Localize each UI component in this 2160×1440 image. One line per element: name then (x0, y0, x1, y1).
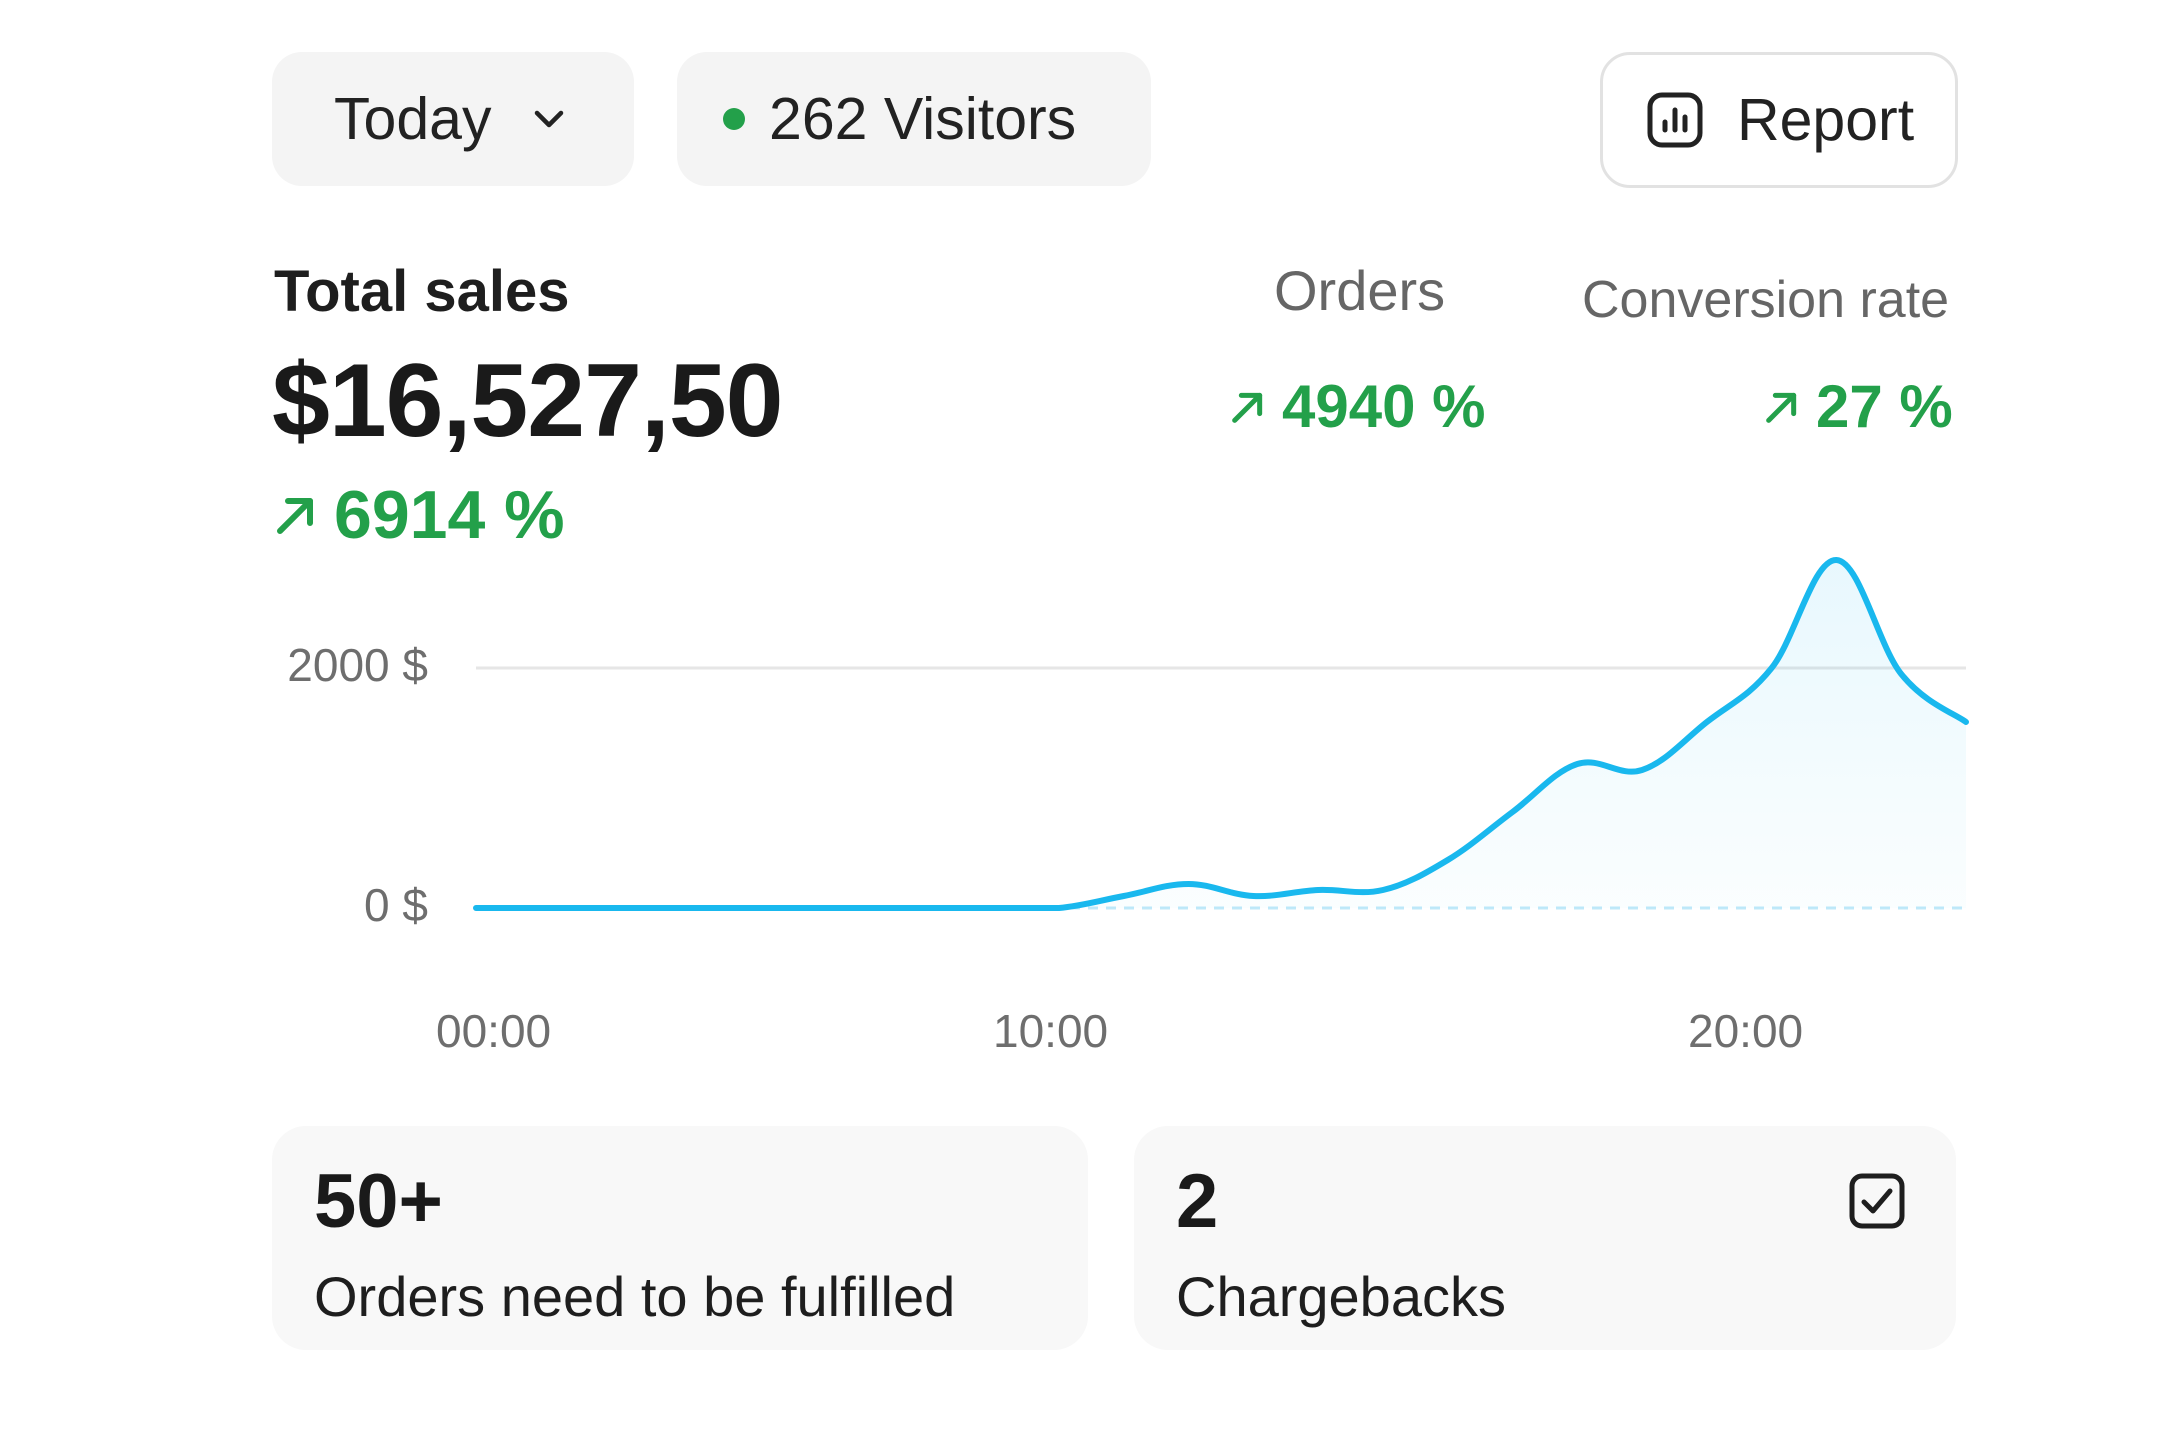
data-point-03:00 (667, 905, 673, 911)
chevron-down-icon (531, 107, 567, 131)
data-point-12:00 (1250, 893, 1256, 899)
data-point-01:00 (538, 905, 544, 911)
data-point-08:00 (991, 905, 997, 911)
green-dot-icon (723, 108, 745, 130)
report-button[interactable]: Report (1600, 52, 1958, 188)
arrow-up-right-icon (1762, 387, 1802, 427)
chargebacks-card[interactable]: 2 Chargebacks (1134, 1126, 1956, 1350)
period-dropdown-label: Today (334, 86, 492, 152)
data-point-11:00 (1186, 881, 1192, 887)
data-point-05:00 (797, 905, 803, 911)
data-point-20:00 (1769, 665, 1775, 671)
chargebacks-label: Chargebacks (1176, 1265, 1506, 1328)
orders-delta-value: 4940 % (1282, 373, 1486, 440)
data-point-17:00 (1574, 761, 1580, 767)
x-tick-label-1000: 10:00 (993, 1005, 1109, 1057)
data-point-19:00 (1704, 719, 1710, 725)
data-point-02:00 (603, 905, 609, 911)
checkbox-checked-icon[interactable] (1848, 1172, 1906, 1230)
data-point-23:00 (1963, 719, 1969, 725)
data-point-16:00 (1510, 809, 1516, 815)
y-tick-label-2000: 2000 $ (287, 639, 428, 691)
visitors-count: 262 Visitors (769, 86, 1077, 152)
orders-label: Orders (1274, 259, 1446, 322)
report-button-label: Report (1737, 87, 1915, 153)
sales-area-fill (476, 559, 1966, 908)
data-point-04:00 (732, 905, 738, 911)
data-point-00:00 (473, 905, 479, 911)
x-tick-label-2000: 20:00 (1688, 1005, 1804, 1057)
conversion-rate-delta-value: 27 % (1816, 373, 1953, 440)
bar-chart-icon (1645, 90, 1705, 150)
fulfillment-card[interactable]: 50+ Orders need to be fulfilled (272, 1126, 1088, 1350)
data-point-15:00 (1445, 857, 1451, 863)
arrow-up-right-icon (272, 491, 320, 539)
sales-chart (473, 556, 1969, 912)
data-point-21:00 (1833, 557, 1839, 563)
orders-delta: 4940 % (1228, 372, 1486, 441)
conversion-rate-label: Conversion rate (1582, 271, 1950, 329)
fulfillment-label: Orders need to be fulfilled (314, 1265, 956, 1328)
chargebacks-count: 2 (1176, 1159, 1219, 1244)
visitors-badge: 262 Visitors (677, 52, 1151, 186)
period-dropdown[interactable]: Today (272, 52, 634, 186)
data-point-10:00 (1121, 893, 1127, 899)
conversion-rate-delta: 27 % (1762, 372, 1953, 441)
data-point-06:00 (862, 905, 868, 911)
total-sales-delta-value: 6914 % (334, 477, 565, 553)
total-sales-delta: 6914 % (272, 476, 565, 554)
data-point-22:00 (1898, 671, 1904, 677)
data-point-07:00 (926, 905, 932, 911)
x-tick-label-0000: 00:00 (436, 1005, 552, 1057)
data-point-14:00 (1380, 887, 1386, 893)
total-sales-value: $16,527,50 (272, 343, 784, 459)
data-point-13:00 (1315, 887, 1321, 893)
total-sales-label: Total sales (274, 259, 570, 324)
fulfillment-count: 50+ (314, 1159, 443, 1244)
arrow-up-right-icon (1228, 387, 1268, 427)
data-point-18:00 (1639, 767, 1645, 773)
sales-line (473, 556, 1969, 912)
y-tick-label-0: 0 $ (364, 879, 428, 931)
data-point-09:00 (1056, 905, 1062, 911)
